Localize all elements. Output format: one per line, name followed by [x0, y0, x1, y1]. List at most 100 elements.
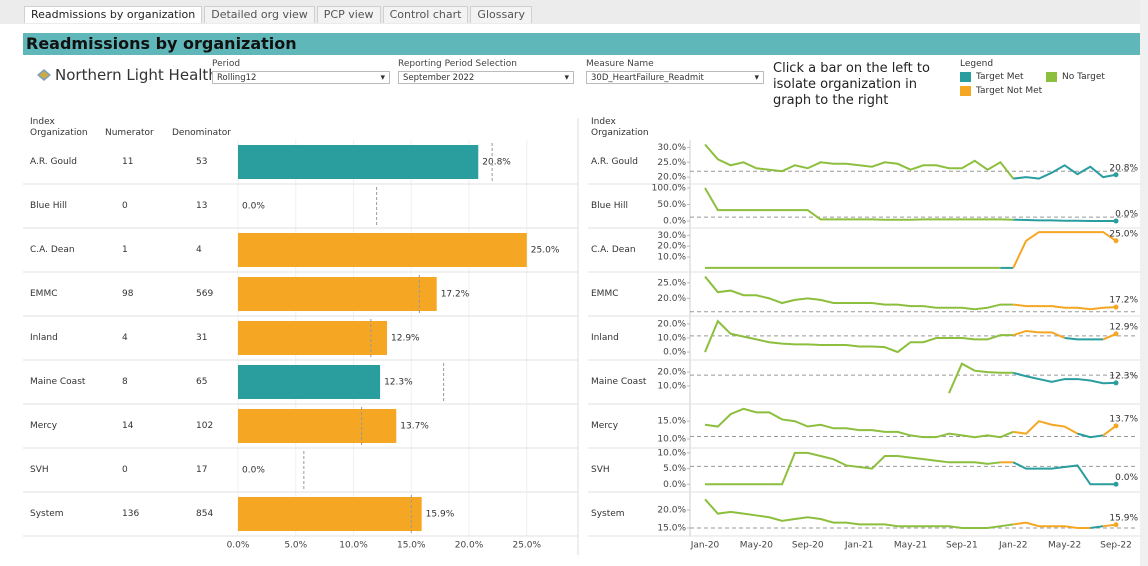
org-name: Maine Coast: [30, 377, 86, 387]
filter-dropdown[interactable]: Rolling12: [212, 71, 390, 85]
end-value-label: 17.2%: [1109, 296, 1138, 306]
denominator: 854: [196, 509, 214, 519]
y-tick-label: 30.0%: [657, 231, 686, 241]
y-tick-label: 25.0%: [657, 278, 686, 288]
numerator: 8: [122, 377, 128, 387]
x-tick-label: 5.0%: [284, 541, 307, 551]
end-value-label: 12.3%: [1109, 371, 1138, 381]
numerator: 1: [122, 245, 128, 255]
end-point: [1113, 331, 1119, 337]
org-name: C.A. Dean: [591, 245, 636, 255]
legend-label: No Target: [1062, 72, 1105, 82]
tab[interactable]: Detailed org view: [204, 6, 315, 23]
tab[interactable]: PCP view: [316, 6, 381, 23]
page-title: Readmissions by organization: [26, 34, 297, 53]
scrollbar: [1140, 0, 1148, 566]
filter-label: Period: [212, 59, 241, 69]
denominator: 65: [196, 377, 208, 387]
header-band: [23, 33, 1140, 55]
numerator: 0: [122, 465, 128, 475]
end-value-label: 20.8%: [1109, 163, 1138, 173]
y-tick-label: 50.0%: [657, 200, 686, 210]
filter-label: Measure Name: [586, 59, 654, 69]
y-tick-label: 10.0%: [657, 382, 686, 392]
x-tick-label: Sep-21: [946, 541, 978, 551]
trend-line: [704, 407, 1014, 439]
logo-icon: [37, 69, 51, 81]
trend-line: [1090, 525, 1104, 529]
bar-value-label: 17.2%: [441, 290, 470, 300]
trend-line: [1077, 432, 1104, 439]
numerator: 4: [122, 333, 128, 343]
y-tick-label: 0.0%: [663, 480, 686, 490]
end-value-label: 15.9%: [1109, 513, 1138, 523]
x-tick-label: 0.0%: [227, 541, 250, 551]
trend-line: [1064, 337, 1104, 341]
end-point: [1113, 218, 1119, 224]
trend-line: [704, 498, 1014, 529]
end-value-label: 25.0%: [1109, 229, 1138, 239]
filter-dropdown[interactable]: 30D_HeartFailure_Readmit: [586, 71, 764, 85]
end-value-label: 12.9%: [1109, 322, 1138, 332]
y-tick-label: 10.0%: [657, 334, 686, 344]
x-tick-label: Sep-22: [1100, 541, 1132, 551]
org-name: Mercy: [591, 421, 619, 431]
x-tick-label: Jan-21: [844, 541, 874, 551]
x-tick-label: 25.0%: [512, 541, 541, 551]
end-value-label: 0.0%: [1115, 210, 1138, 220]
x-tick-label: 10.0%: [339, 541, 368, 551]
y-tick-label: 20.0%: [657, 319, 686, 329]
end-point: [1113, 304, 1119, 310]
bar: [238, 321, 388, 355]
tab[interactable]: Glossary: [470, 6, 532, 23]
bar: [238, 409, 397, 443]
denominator: 53: [196, 157, 208, 167]
bar-value-label: 0.0%: [242, 466, 265, 476]
denominator: 102: [196, 421, 214, 431]
end-point: [1113, 172, 1119, 178]
x-tick-label: 15.0%: [397, 541, 426, 551]
y-tick-label: 10.0%: [657, 434, 686, 444]
x-tick-label: Jan-20: [690, 541, 720, 551]
legend-swatch: [960, 86, 971, 96]
x-tick-label: 20.0%: [455, 541, 484, 551]
numerator: 136: [122, 509, 140, 519]
column-header: Index Organization: [591, 117, 649, 138]
org-name: System: [30, 509, 64, 519]
filter-dropdown[interactable]: September 2022: [398, 71, 574, 85]
bar: [238, 145, 479, 179]
bar-value-label: 13.7%: [400, 422, 429, 432]
column-header: Index Organization: [30, 117, 88, 138]
denominator: 4: [196, 245, 202, 255]
y-tick-label: 20.0%: [657, 294, 686, 304]
legend-title: Legend: [960, 59, 994, 69]
bar-value-label: 12.3%: [384, 378, 413, 388]
logo-text: Northern Light Health.: [55, 66, 223, 84]
trend-line: [1013, 303, 1117, 311]
x-tick-label: May-22: [1048, 541, 1081, 551]
end-point: [1113, 423, 1119, 429]
denominator: 569: [196, 289, 214, 299]
trend-line: [1013, 420, 1078, 435]
org-name: EMMC: [30, 289, 58, 299]
y-tick-label: 20.0%: [657, 242, 686, 252]
end-value-label: 0.0%: [1115, 473, 1138, 483]
x-tick-label: May-20: [740, 541, 773, 551]
end-point: [1113, 481, 1119, 487]
y-tick-label: 0.0%: [663, 348, 686, 358]
legend-swatch: [960, 72, 971, 82]
numerator: 0: [122, 201, 128, 211]
trend-line: [1013, 164, 1117, 180]
trend-line: [1012, 231, 1117, 269]
end-point: [1113, 238, 1119, 244]
org-name: Mercy: [30, 421, 58, 431]
end-value-label: 13.7%: [1109, 414, 1138, 424]
y-tick-label: 100.0%: [652, 183, 687, 193]
tab[interactable]: Readmissions by organization: [24, 6, 203, 23]
trend-line: [704, 275, 1014, 311]
bar: [238, 233, 527, 267]
tab[interactable]: Control chart: [382, 6, 469, 23]
y-tick-label: 5.0%: [663, 464, 686, 474]
filter-label: Reporting Period Selection: [398, 59, 518, 69]
y-tick-label: 25.0%: [657, 158, 686, 168]
